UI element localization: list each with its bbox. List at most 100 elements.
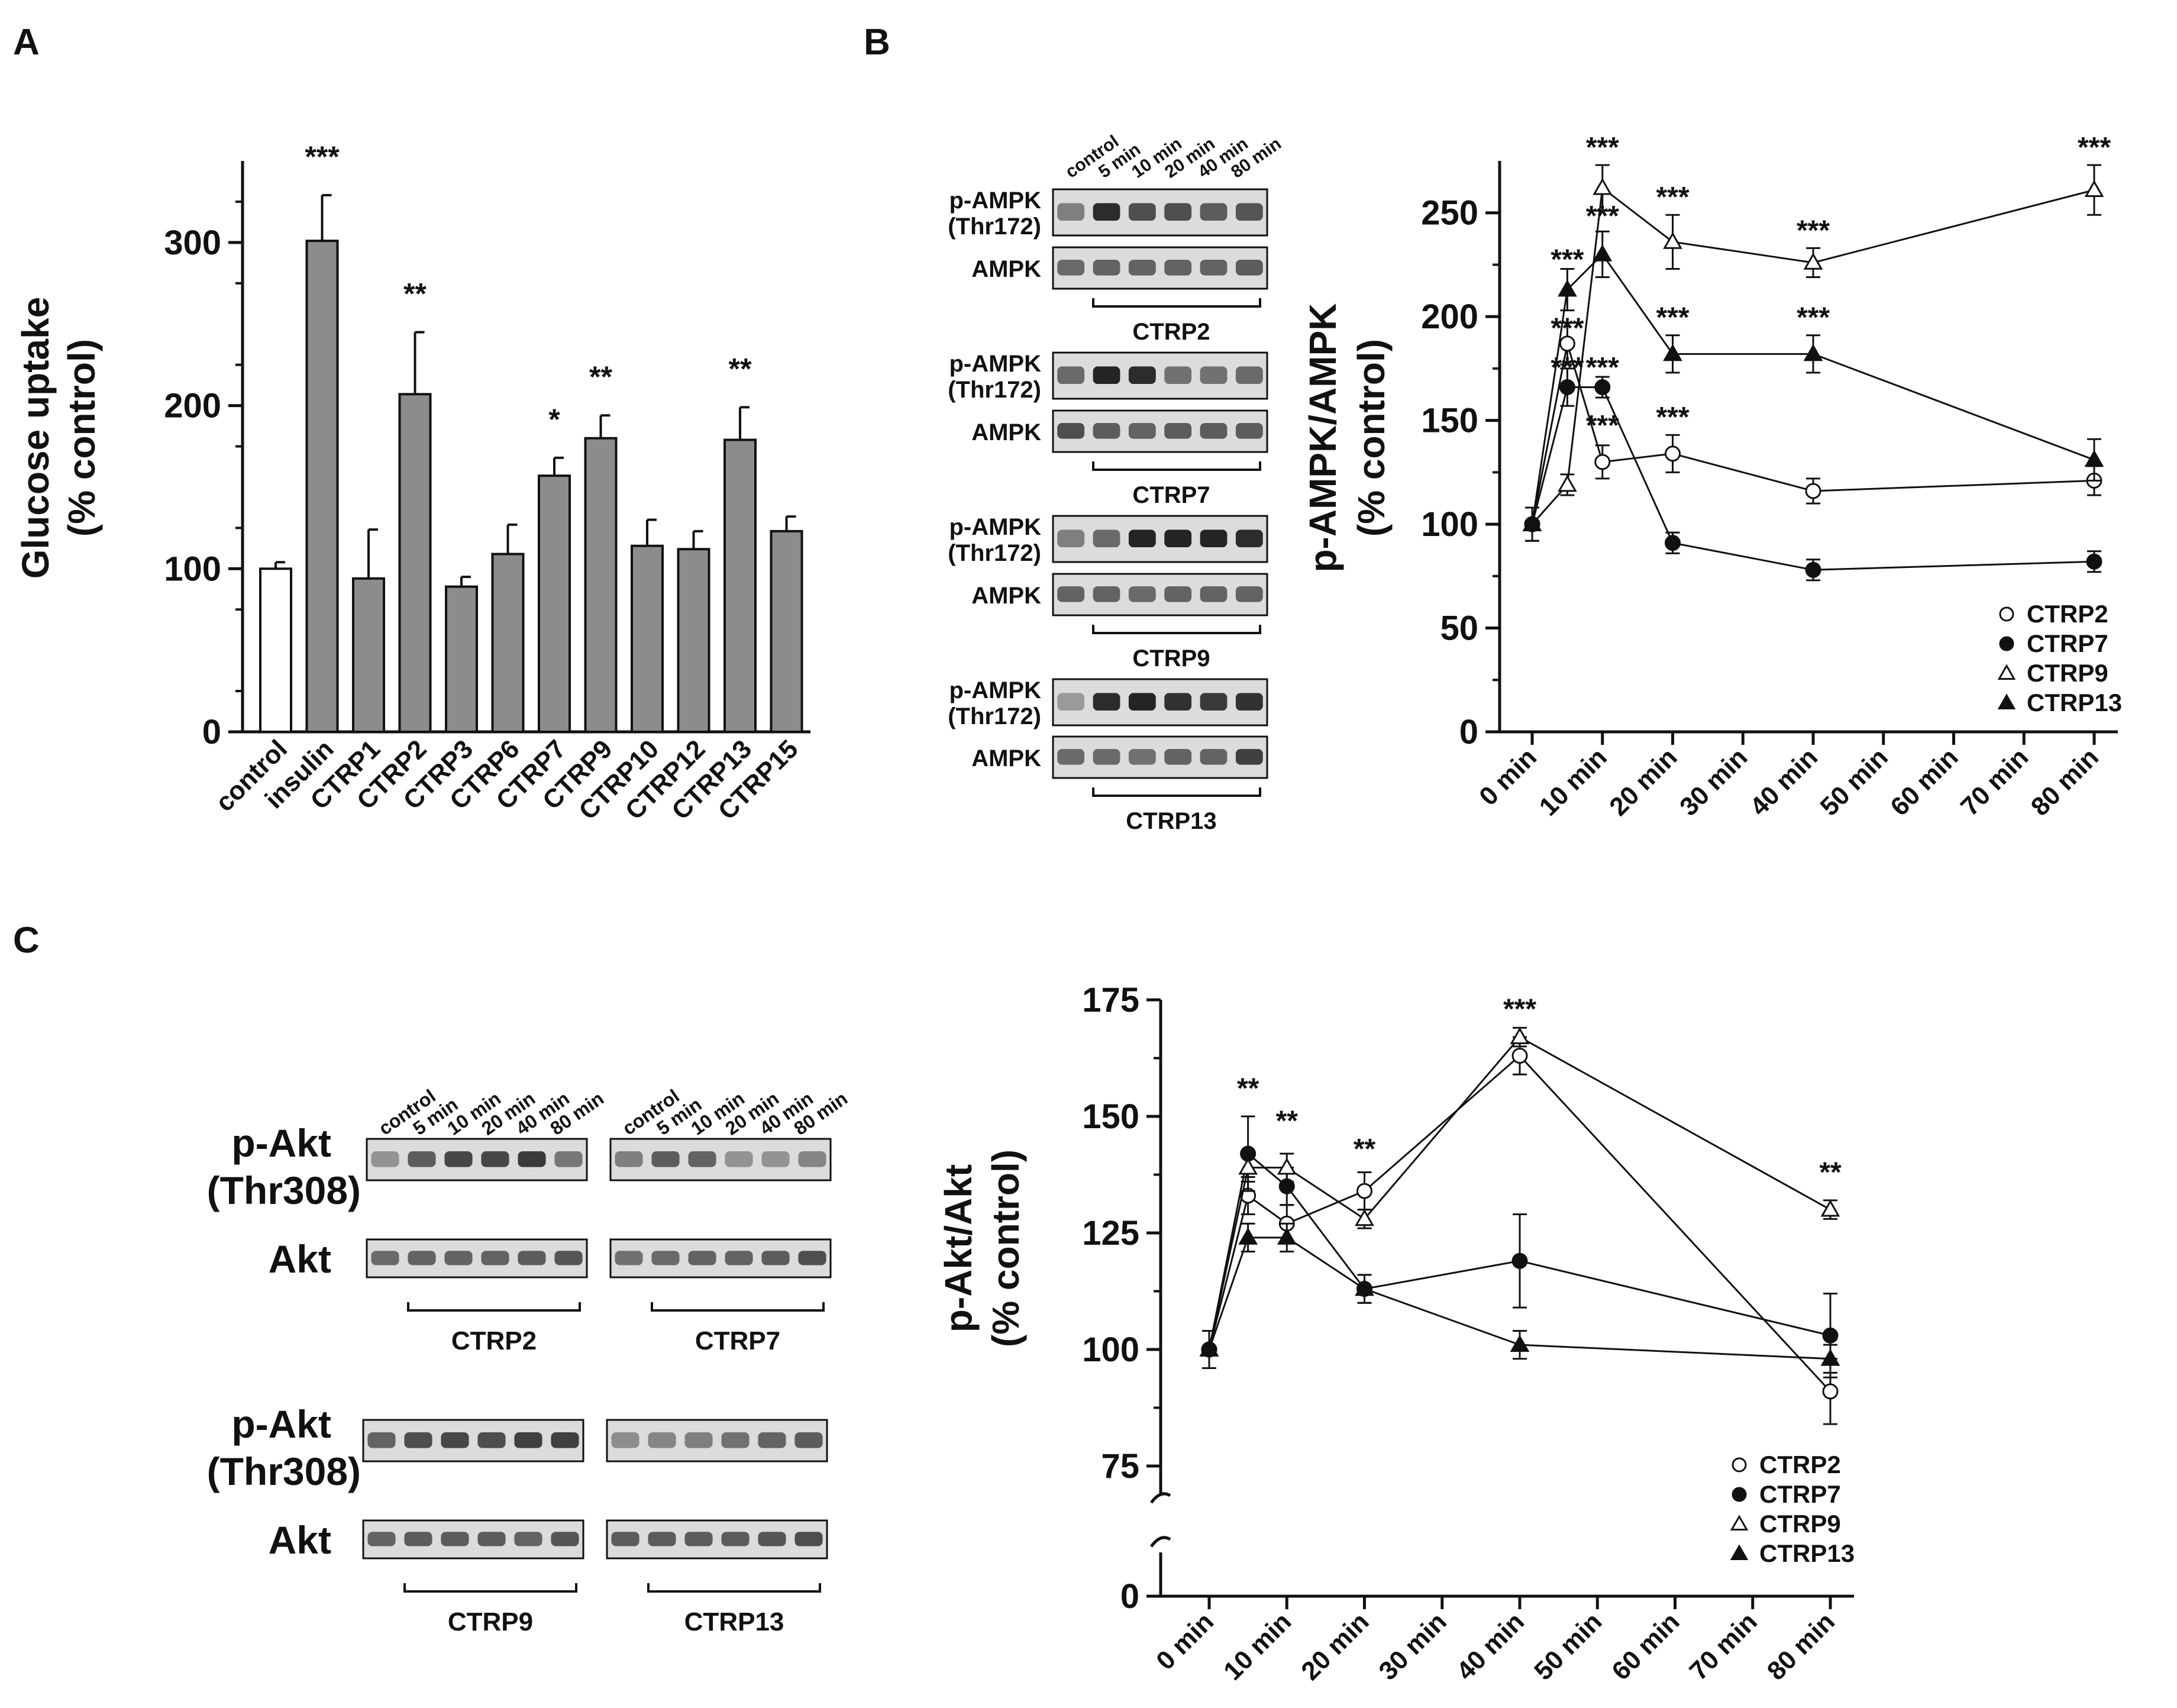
blot-band <box>1093 749 1120 765</box>
data-point <box>1593 244 1613 261</box>
blot-strip <box>362 1419 584 1462</box>
blot-band <box>1235 260 1263 276</box>
blot-band <box>514 1432 542 1448</box>
blot-band <box>371 1251 399 1265</box>
blot-band <box>758 1432 786 1448</box>
blot-band <box>688 1251 716 1265</box>
blot-row-label: p-AMPK <box>949 188 1041 214</box>
blot-band <box>367 1432 396 1448</box>
significance-label: *** <box>1656 182 1689 213</box>
blot-band <box>1235 366 1263 385</box>
blot-group-label: CTRP13 <box>684 1607 784 1636</box>
x-tick-label: 20 min <box>1604 742 1682 821</box>
panel-label-a: A <box>13 22 40 63</box>
blot-band <box>1164 586 1192 602</box>
significance-label: ** <box>403 277 427 311</box>
blot-row-label: (Thr308) <box>207 1449 361 1493</box>
blot-band <box>1128 423 1156 439</box>
data-point <box>1522 514 1542 531</box>
blot-row-label: p-Akt <box>231 1402 331 1446</box>
data-point <box>2086 553 2102 570</box>
blot-band <box>1057 260 1085 276</box>
blot-band <box>1057 423 1085 439</box>
data-point <box>1820 1348 1840 1366</box>
blot-group-bracket <box>407 1302 581 1312</box>
data-point <box>1730 1544 1749 1560</box>
series-line-ctrp13 <box>1208 1236 1831 1360</box>
blot-row-label: p-AMPK <box>949 514 1041 540</box>
data-point <box>1805 483 1821 499</box>
x-tick-label: 0 min <box>1151 1607 1219 1675</box>
blot-band <box>404 1432 432 1448</box>
data-point <box>1559 335 1575 352</box>
blot-band <box>611 1532 639 1546</box>
data-point <box>1593 177 1613 195</box>
blot-band <box>1128 586 1156 602</box>
significance-label: ** <box>1819 1157 1842 1188</box>
data-point <box>1665 535 1681 551</box>
data-point <box>1730 1515 1749 1531</box>
blot-band <box>1200 366 1228 385</box>
significance-label: *** <box>2078 132 2111 163</box>
blot-row-label: (Thr172) <box>948 377 1041 403</box>
data-point <box>1277 1228 1297 1245</box>
significance-label: *** <box>1586 132 1619 163</box>
x-tick-label: 60 min <box>1885 742 1963 821</box>
data-point <box>1510 1335 1530 1352</box>
legend-label-ctrp13: CTRP13 <box>1759 1539 1855 1567</box>
x-tick-label: 70 min <box>1955 742 2034 821</box>
y-tick-label: 125 <box>1082 1214 1139 1252</box>
blot-group-bracket <box>1092 298 1261 308</box>
blot-row-label: AMPK <box>971 745 1041 771</box>
significance-label: *** <box>1656 302 1689 334</box>
blot-band <box>1200 586 1228 602</box>
data-point <box>1732 1487 1747 1502</box>
blot-band <box>1164 749 1192 765</box>
blot-group-label: CTRP13 <box>1126 808 1216 834</box>
y-tick-label: 100 <box>1082 1331 1139 1369</box>
bar <box>770 529 803 733</box>
y-tick-label: 150 <box>1082 1097 1139 1136</box>
data-point <box>1665 445 1681 462</box>
series-line-ctrp7 <box>1531 386 2095 571</box>
blot-band <box>1200 423 1228 439</box>
blot-band <box>441 1432 469 1448</box>
data-point <box>1238 1157 1258 1175</box>
bar <box>398 393 432 733</box>
blot-band <box>1164 693 1192 711</box>
legend-label-ctrp7: CTRP7 <box>1759 1480 1841 1508</box>
blot-band <box>1200 749 1228 765</box>
significance-label: ** <box>1276 1106 1299 1137</box>
bar <box>538 474 571 734</box>
data-point <box>1820 1199 1840 1217</box>
blot-group-label: CTRP7 <box>695 1326 780 1355</box>
y-axis-label: Glucose uptake <box>14 297 57 579</box>
blot-band <box>615 1151 643 1167</box>
blot-group-label: CTRP9 <box>1132 645 1210 671</box>
blot-row-label: Akt <box>269 1237 331 1281</box>
y-axis-label-units: (% control) <box>60 339 103 537</box>
bar <box>259 567 292 733</box>
blot-strip <box>1052 678 1268 727</box>
blot-band <box>1235 203 1263 221</box>
x-tick-label: 40 min <box>1451 1607 1530 1686</box>
y-tick-label: 100 <box>164 550 221 588</box>
significance-label: *** <box>1586 410 1619 441</box>
x-tick-label: 50 min <box>1529 1607 1607 1686</box>
data-point <box>1277 1157 1297 1175</box>
data-point <box>1557 279 1577 297</box>
blot-strip <box>1052 515 1268 563</box>
y-axis-label-units: (% control) <box>1350 339 1393 537</box>
data-point <box>1511 1252 1528 1269</box>
blot-band <box>721 1432 750 1448</box>
axis-break-mark <box>1149 1492 1171 1504</box>
blot-band <box>1164 423 1192 439</box>
blot-band <box>648 1532 676 1546</box>
blot-band <box>518 1151 546 1167</box>
blot-band <box>1128 529 1156 548</box>
x-tick-label: 40 min <box>1745 742 1823 821</box>
blot-strip <box>1052 246 1268 290</box>
significance-label: ** <box>1237 1073 1259 1104</box>
